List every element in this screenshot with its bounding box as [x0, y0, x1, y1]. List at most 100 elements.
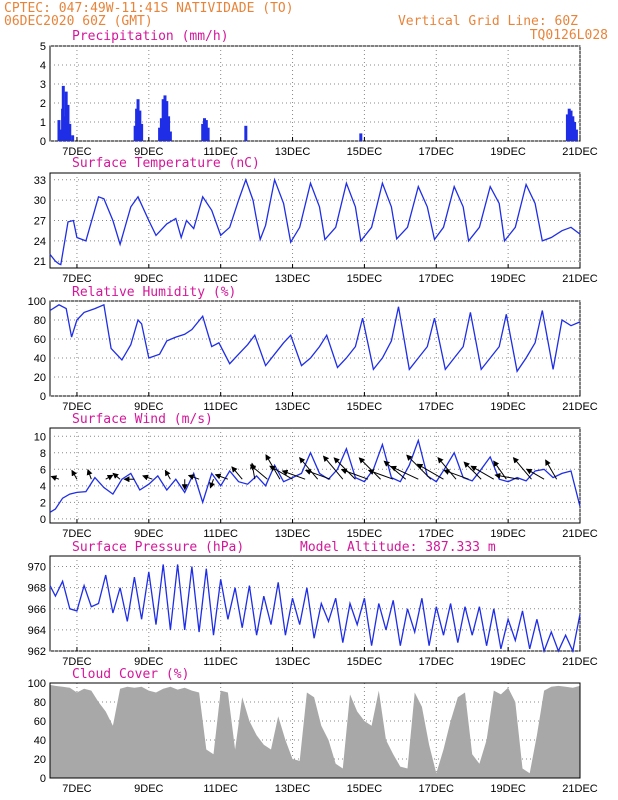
humidity-x-tick-label: 7DEC — [62, 401, 91, 413]
precipitation-panel: Precipitation (mm/h) 7DEC 9DEC 11DEC 13DEC 1… — [40, 29, 598, 158]
wind-y-tick-label: 4 — [40, 481, 46, 493]
pressure-x-tick-label: 17DEC — [419, 656, 455, 668]
cloud-y-tick-label: 20 — [34, 754, 46, 766]
cloud-x-tick-label: 17DEC — [419, 783, 455, 795]
precipitation-x-tick-label: 9DEC — [134, 146, 163, 158]
wind-x-tick-label: 11DEC — [203, 528, 238, 540]
temperature-x-tick-label: 9DEC — [134, 273, 163, 285]
wind-wind-vector — [214, 473, 229, 480]
precipitation-x-tick-label: 19DEC — [490, 146, 526, 158]
precipitation-bar — [163, 95, 167, 141]
wind-wind-vector — [525, 468, 545, 480]
cloud-x-tick-label: 13DEC — [275, 783, 311, 795]
wind-wind-vector — [437, 457, 457, 480]
humidity-y-tick-label: 80 — [34, 315, 46, 327]
pressure-y-tick-label: 970 — [28, 562, 46, 574]
precipitation-y-tick-label: 1 — [40, 117, 46, 129]
temperature-panel: Surface Temperature (nC) 7DEC 9DEC 11DEC 13… — [34, 156, 598, 285]
precipitation-bar — [64, 91, 68, 141]
temperature-x-tick-label: 11DEC — [203, 273, 238, 285]
temperature-x-tick-label: 21DEC — [562, 273, 598, 285]
wind-wind-vector — [367, 469, 394, 480]
wind-wind-vector — [443, 469, 469, 480]
wind-title: Surface Wind (m/s) — [72, 412, 213, 427]
humidity-y-tick-label: 0 — [40, 391, 46, 403]
header-station: CPTEC: 047:49W-11:41S NATIVIDADE (TO) — [4, 1, 294, 16]
precipitation-bar — [138, 110, 142, 141]
cloud-y-tick-label: 80 — [34, 697, 46, 709]
precipitation-bar — [159, 118, 163, 141]
humidity-x-tick-label: 19DEC — [490, 401, 526, 413]
wind-wind-vector — [470, 465, 495, 480]
wind-wind-vector — [231, 466, 243, 480]
precipitation-y-tick-label: 3 — [40, 79, 46, 91]
cloud-x-tick-label: 7DEC — [62, 783, 91, 795]
precipitation-bar — [59, 129, 63, 141]
humidity-y-tick-label: 40 — [34, 353, 46, 365]
wind-wind-vector — [71, 469, 78, 480]
humidity-plot-frame — [49, 300, 581, 397]
cloud-title: Cloud Cover (%) — [72, 667, 189, 682]
pressure-subtitle: Model Altitude: 387.333 m — [300, 540, 496, 555]
temperature-series-line — [49, 177, 581, 266]
wind-x-tick-label: 9DEC — [134, 528, 163, 540]
humidity-title: Relative Humidity (%) — [72, 285, 236, 300]
precipitation-bar — [161, 99, 165, 141]
wind-wind-vector — [164, 469, 171, 480]
cloud-x-tick-label: 15DEC — [347, 783, 383, 795]
wind-wind-vector — [340, 468, 369, 480]
humidity-x-tick-label: 17DEC — [419, 401, 455, 413]
wind-series-line — [49, 438, 581, 513]
temperature-x-tick-label: 13DEC — [275, 273, 311, 285]
wind-wind-vector — [112, 472, 121, 480]
precipitation-plot-frame — [49, 45, 581, 142]
wind-wind-vector — [358, 457, 381, 480]
wind-y-tick-label: 2 — [40, 497, 46, 509]
precipitation-bar — [168, 131, 172, 141]
precipitation-bar — [167, 116, 171, 141]
wind-x-tick-label: 13DEC — [275, 528, 311, 540]
wind-x-tick-label: 15DEC — [347, 528, 383, 540]
wind-wind-vector — [105, 474, 114, 481]
precipitation-bar — [201, 123, 205, 141]
wind-x-tick-label: 21DEC — [562, 528, 598, 540]
wind-x-tick-label: 7DEC — [62, 528, 91, 540]
precipitation-bar — [565, 114, 569, 141]
wind-wind-vector — [265, 454, 281, 480]
wind-wind-vector — [494, 472, 520, 480]
wind-y-tick-label: 10 — [34, 431, 46, 443]
wind-wind-vector — [512, 457, 532, 480]
pressure-x-tick-label: 13DEC — [275, 656, 311, 668]
precipitation-x-tick-label: 13DEC — [275, 146, 311, 158]
wind-wind-vector — [50, 475, 60, 482]
wind-x-tick-label: 19DEC — [490, 528, 526, 540]
wind-y-tick-label: 8 — [40, 448, 46, 460]
precipitation-bar — [206, 127, 210, 141]
wind-wind-vector — [383, 460, 407, 480]
precipitation-x-tick-label: 17DEC — [419, 146, 455, 158]
pressure-title: Surface Pressure (hPa) — [72, 540, 244, 555]
temperature-y-tick-label: 33 — [34, 175, 46, 187]
wind-panel: Surface Wind (m/s) 7DEC 9DEC 11DEC 13DEC 15D… — [34, 412, 598, 540]
precipitation-bar — [204, 120, 208, 141]
precipitation-bar — [244, 125, 248, 141]
wind-wind-vector — [322, 455, 344, 480]
wind-wind-vector — [249, 462, 256, 480]
wind-wind-vector — [299, 457, 319, 480]
cloud-x-tick-label: 19DEC — [490, 783, 526, 795]
wind-wind-vector — [304, 469, 331, 480]
wind-wind-vector — [187, 474, 200, 480]
pressure-x-tick-label: 11DEC — [203, 656, 238, 668]
wind-y-tick-label: 6 — [40, 464, 46, 476]
cloud-x-tick-label: 9DEC — [134, 783, 163, 795]
precipitation-x-tick-label: 7DEC — [62, 146, 91, 158]
wind-wind-vector — [416, 463, 444, 480]
precipitation-bar — [165, 101, 169, 141]
pressure-y-tick-label: 962 — [28, 646, 46, 658]
precipitation-bar — [571, 116, 575, 141]
precipitation-bar — [574, 129, 578, 141]
precipitation-y-tick-label: 2 — [40, 98, 46, 110]
wind-plot-frame — [49, 427, 581, 524]
precipitation-y-tick-label: 4 — [40, 60, 46, 72]
